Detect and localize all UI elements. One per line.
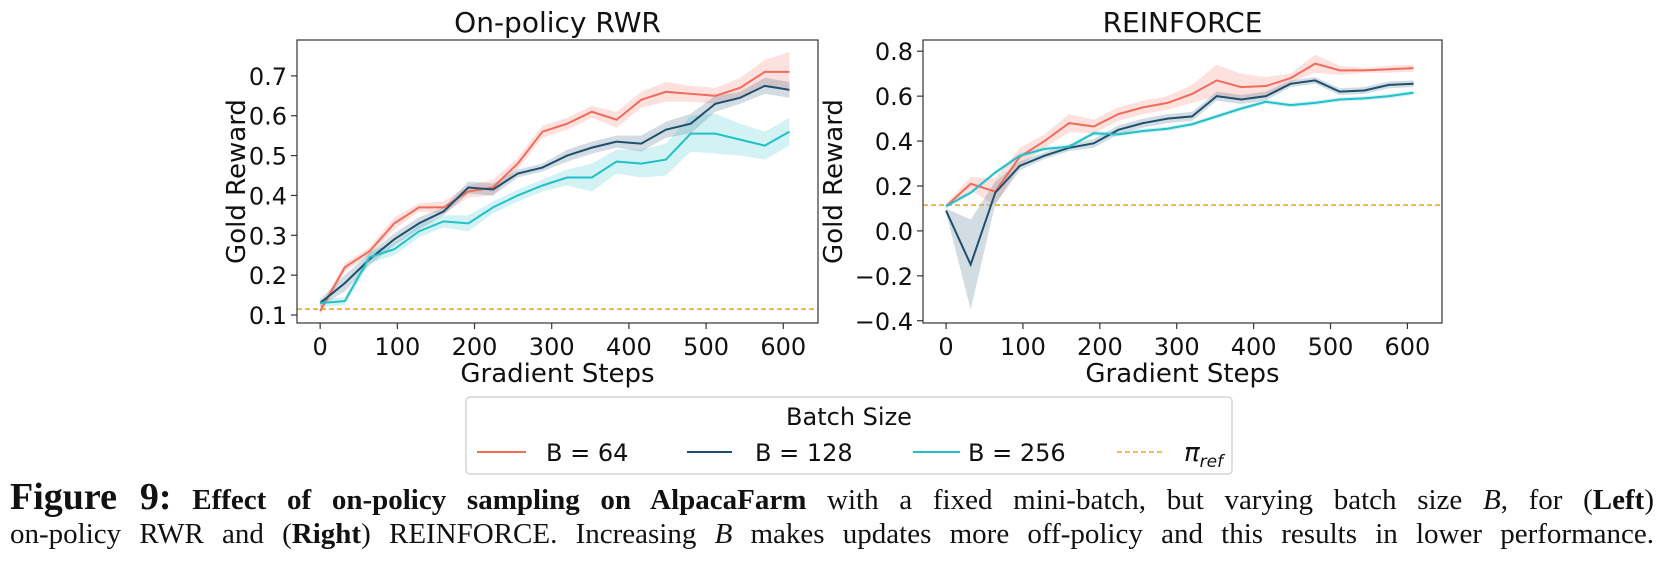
chart-title: On-policy RWR — [454, 6, 661, 39]
y-tick-label: 0.5 — [249, 143, 287, 171]
caption-text: ) — [1644, 484, 1654, 516]
series-line-b128 — [945, 79, 1414, 268]
x-tick-label: 500 — [1308, 333, 1354, 361]
legend: Batch Size B = 64 B = 128 B = 256 πref — [465, 396, 1233, 475]
x-tick-label: 600 — [760, 333, 806, 361]
x-tick-label: 100 — [1000, 333, 1046, 361]
y-tick-label: −0.2 — [855, 263, 913, 291]
series-line-b256 — [945, 91, 1414, 208]
x-axis-label: Gradient Steps — [460, 359, 654, 389]
caption-text: with a fixed mini-batch, but varying bat… — [806, 484, 1483, 516]
chart-title: REINFORCE — [1103, 6, 1263, 39]
x-tick-label: 0 — [938, 333, 953, 361]
legend-box — [465, 396, 1233, 475]
plot-frame — [296, 39, 819, 324]
plot-frame — [922, 39, 1443, 324]
confidence-band-b128 — [946, 77, 1414, 310]
y-tick-label: 0.2 — [249, 262, 287, 290]
caption-left: Left — [1592, 484, 1645, 516]
legend-label-b256: B = 256 — [968, 439, 1066, 467]
x-tick-label: 0 — [313, 333, 328, 361]
chart-on-policy-rwr: 0 100 200 300 400 500 600 0.1 0.2 0.3 0.4 0.5 0.6 0.7… — [222, 6, 819, 389]
series-line-b128 — [319, 84, 790, 304]
figure-label: Figure 9: — [10, 476, 172, 518]
caption-text: , for ( — [1500, 484, 1593, 516]
confidence-band-b128 — [320, 77, 790, 308]
x-tick-label: 200 — [452, 333, 498, 361]
y-tick-label: 0.7 — [249, 63, 287, 91]
confidence-band-b256 — [946, 90, 1414, 209]
y-tick-label: 0.4 — [875, 128, 913, 156]
figure-caption-line-1: Figure 9: Effect of on-policy sampling o… — [10, 475, 1654, 519]
legend-label-b128: B = 128 — [755, 439, 853, 467]
legend-label-pi-ref: πref — [1184, 438, 1226, 472]
caption-text: makes updates more off-policy and this r… — [732, 518, 1655, 550]
caption-text: ) REINFORCE. Increasing — [361, 518, 715, 550]
y-tick-label: 0.1 — [249, 302, 287, 330]
x-tick-label: 300 — [1154, 333, 1200, 361]
x-axis-label: Gradient Steps — [1085, 359, 1279, 389]
series-line-b256 — [320, 130, 790, 305]
confidence-band-b256 — [320, 113, 790, 308]
caption-right: Right — [291, 518, 362, 550]
confidence-band-b64 — [946, 54, 1414, 209]
caption-text: on-policy RWR and ( — [10, 518, 292, 550]
x-tick-label: 600 — [1384, 333, 1430, 361]
caption-var-b: B — [714, 518, 733, 550]
y-tick-label: 0.0 — [875, 218, 913, 246]
legend-title: Batch Size — [786, 403, 912, 431]
x-tick-label: 100 — [374, 333, 420, 361]
x-tick-label: 400 — [606, 333, 652, 361]
x-tick-label: 500 — [683, 333, 729, 361]
y-axis-label: Gold Reward — [819, 99, 849, 264]
pi-symbol: π — [1184, 438, 1200, 468]
series-line-b64 — [945, 62, 1414, 207]
caption-bold-lead: Effect of on-policy sampling on AlpacaFa… — [192, 484, 807, 516]
legend-label-b64: B = 64 — [546, 439, 628, 467]
y-tick-label: 0.3 — [249, 222, 287, 250]
figure-caption-line-2: on-policy RWR and (Right) REINFORCE. Inc… — [10, 518, 1654, 551]
y-axis-label: Gold Reward — [222, 99, 252, 264]
y-tick-label: 0.2 — [875, 173, 913, 201]
confidence-band-b64 — [320, 51, 790, 316]
y-tick-label: 0.8 — [875, 38, 913, 66]
y-tick-label: −0.4 — [855, 308, 913, 336]
chart-reinforce: 0 100 200 300 400 500 600 −0.4 −0.2 0.0 0.2 0.4 0.6 0… — [819, 6, 1443, 389]
caption-var-b: B — [1482, 484, 1501, 516]
y-tick-label: 0.6 — [249, 103, 287, 131]
x-tick-label: 400 — [1231, 333, 1277, 361]
y-tick-label: 0.4 — [249, 182, 287, 210]
y-tick-label: 0.6 — [875, 83, 913, 111]
ref-subscript: ref — [1200, 452, 1226, 472]
x-tick-label: 300 — [529, 333, 575, 361]
x-tick-label: 200 — [1077, 333, 1123, 361]
series-line-b64 — [319, 70, 790, 312]
